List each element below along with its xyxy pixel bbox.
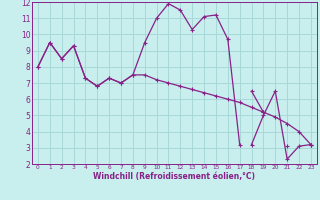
X-axis label: Windchill (Refroidissement éolien,°C): Windchill (Refroidissement éolien,°C) <box>93 172 255 181</box>
